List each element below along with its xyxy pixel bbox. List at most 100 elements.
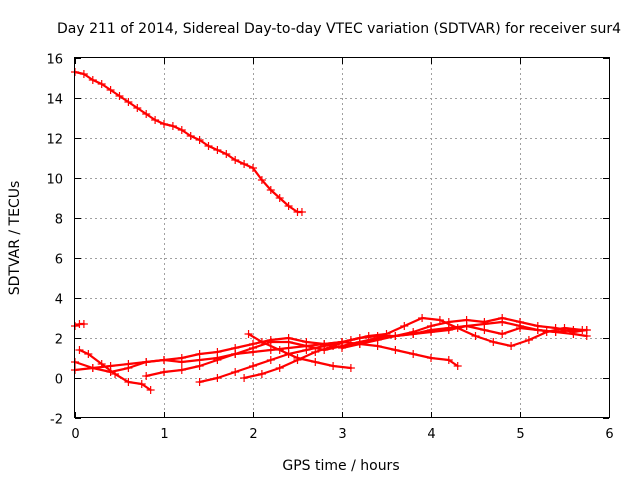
data-point bbox=[266, 186, 275, 194]
data-point bbox=[204, 142, 213, 150]
data-point bbox=[524, 336, 533, 344]
x-tick-label: 2 bbox=[249, 427, 257, 442]
data-point bbox=[444, 318, 453, 326]
data-point bbox=[533, 322, 542, 330]
data-point bbox=[516, 318, 524, 326]
data-point bbox=[275, 194, 284, 202]
data-point bbox=[231, 156, 240, 164]
y-tick-label: 8 bbox=[55, 213, 63, 228]
data-point bbox=[542, 328, 551, 336]
x-axis-label: GPS time / hours bbox=[282, 458, 399, 474]
data-point bbox=[106, 86, 115, 94]
data-point bbox=[97, 80, 106, 88]
data-point bbox=[507, 342, 516, 350]
y-tick-label: 0 bbox=[55, 373, 63, 388]
data-point bbox=[435, 316, 444, 324]
data-point bbox=[106, 368, 115, 376]
data-point bbox=[115, 92, 124, 100]
data-point bbox=[240, 160, 249, 168]
data-point bbox=[444, 356, 453, 364]
data-point bbox=[453, 362, 462, 370]
data-point bbox=[231, 368, 240, 376]
data-point bbox=[195, 362, 204, 370]
data-point bbox=[213, 146, 222, 154]
data-point bbox=[293, 354, 302, 362]
data-point bbox=[124, 378, 133, 386]
data-point bbox=[213, 374, 222, 382]
x-tick-label: 0 bbox=[71, 427, 79, 442]
data-point bbox=[391, 332, 400, 340]
data-point bbox=[346, 364, 355, 372]
data-point bbox=[133, 104, 142, 112]
data-point bbox=[168, 122, 177, 130]
data-point bbox=[311, 348, 320, 356]
data-point bbox=[453, 324, 462, 332]
y-tick-label: 6 bbox=[55, 253, 63, 268]
data-point bbox=[231, 350, 240, 358]
series-line bbox=[73, 70, 303, 214]
data-point bbox=[240, 374, 249, 382]
series-arc-h bbox=[244, 330, 355, 372]
data-point bbox=[329, 362, 338, 370]
data-point bbox=[160, 356, 168, 364]
series-layer bbox=[71, 68, 591, 394]
y-tick-label: 12 bbox=[46, 133, 63, 148]
data-point bbox=[427, 354, 435, 362]
data-point bbox=[195, 378, 204, 386]
y-tick-label: 10 bbox=[46, 173, 63, 188]
data-point bbox=[382, 330, 391, 338]
data-point bbox=[257, 176, 266, 184]
data-point bbox=[213, 348, 222, 356]
data-point bbox=[160, 120, 168, 128]
y-tick-label: 2 bbox=[55, 333, 63, 348]
data-point bbox=[275, 346, 284, 354]
x-tick-label: 1 bbox=[160, 427, 168, 442]
data-point bbox=[346, 336, 355, 344]
data-point bbox=[222, 150, 231, 158]
data-point bbox=[160, 368, 168, 376]
data-point bbox=[489, 338, 498, 346]
data-point bbox=[266, 338, 275, 346]
data-point bbox=[88, 76, 97, 84]
series-line bbox=[340, 316, 588, 350]
data-point bbox=[137, 380, 146, 388]
grid-layer bbox=[75, 58, 609, 418]
data-point bbox=[177, 126, 186, 134]
data-point bbox=[75, 346, 84, 354]
data-point bbox=[177, 354, 186, 362]
data-point bbox=[195, 350, 204, 358]
data-point bbox=[302, 346, 311, 354]
data-point bbox=[498, 314, 507, 322]
data-point bbox=[84, 350, 93, 358]
chart-title: Day 211 of 2014, Sidereal Day-to-day VTE… bbox=[57, 21, 621, 37]
x-tick-label: 5 bbox=[516, 427, 524, 442]
y-tick-label: 16 bbox=[46, 53, 63, 68]
data-point bbox=[124, 98, 133, 106]
data-point bbox=[266, 346, 275, 354]
data-point bbox=[249, 344, 257, 352]
data-point bbox=[471, 332, 480, 340]
data-point bbox=[400, 322, 409, 330]
y-axis-label: SDTVAR / TECUs bbox=[7, 181, 23, 296]
data-point bbox=[444, 326, 453, 334]
data-point bbox=[88, 364, 97, 372]
data-point bbox=[275, 364, 284, 372]
data-point bbox=[297, 208, 306, 216]
data-point bbox=[213, 356, 222, 364]
data-point bbox=[498, 330, 507, 338]
data-point bbox=[569, 328, 578, 336]
data-point bbox=[195, 136, 204, 144]
data-point bbox=[462, 316, 471, 324]
data-point bbox=[151, 116, 160, 124]
data-point bbox=[480, 318, 489, 326]
series-arc-i bbox=[338, 314, 591, 352]
data-point bbox=[124, 364, 133, 372]
y-tick-label: 4 bbox=[55, 293, 63, 308]
data-point bbox=[79, 70, 88, 78]
data-point bbox=[364, 332, 373, 340]
x-tick-label: 3 bbox=[338, 427, 346, 442]
data-point bbox=[551, 324, 560, 332]
y-tick-label: 14 bbox=[46, 93, 63, 108]
data-point bbox=[186, 132, 195, 140]
